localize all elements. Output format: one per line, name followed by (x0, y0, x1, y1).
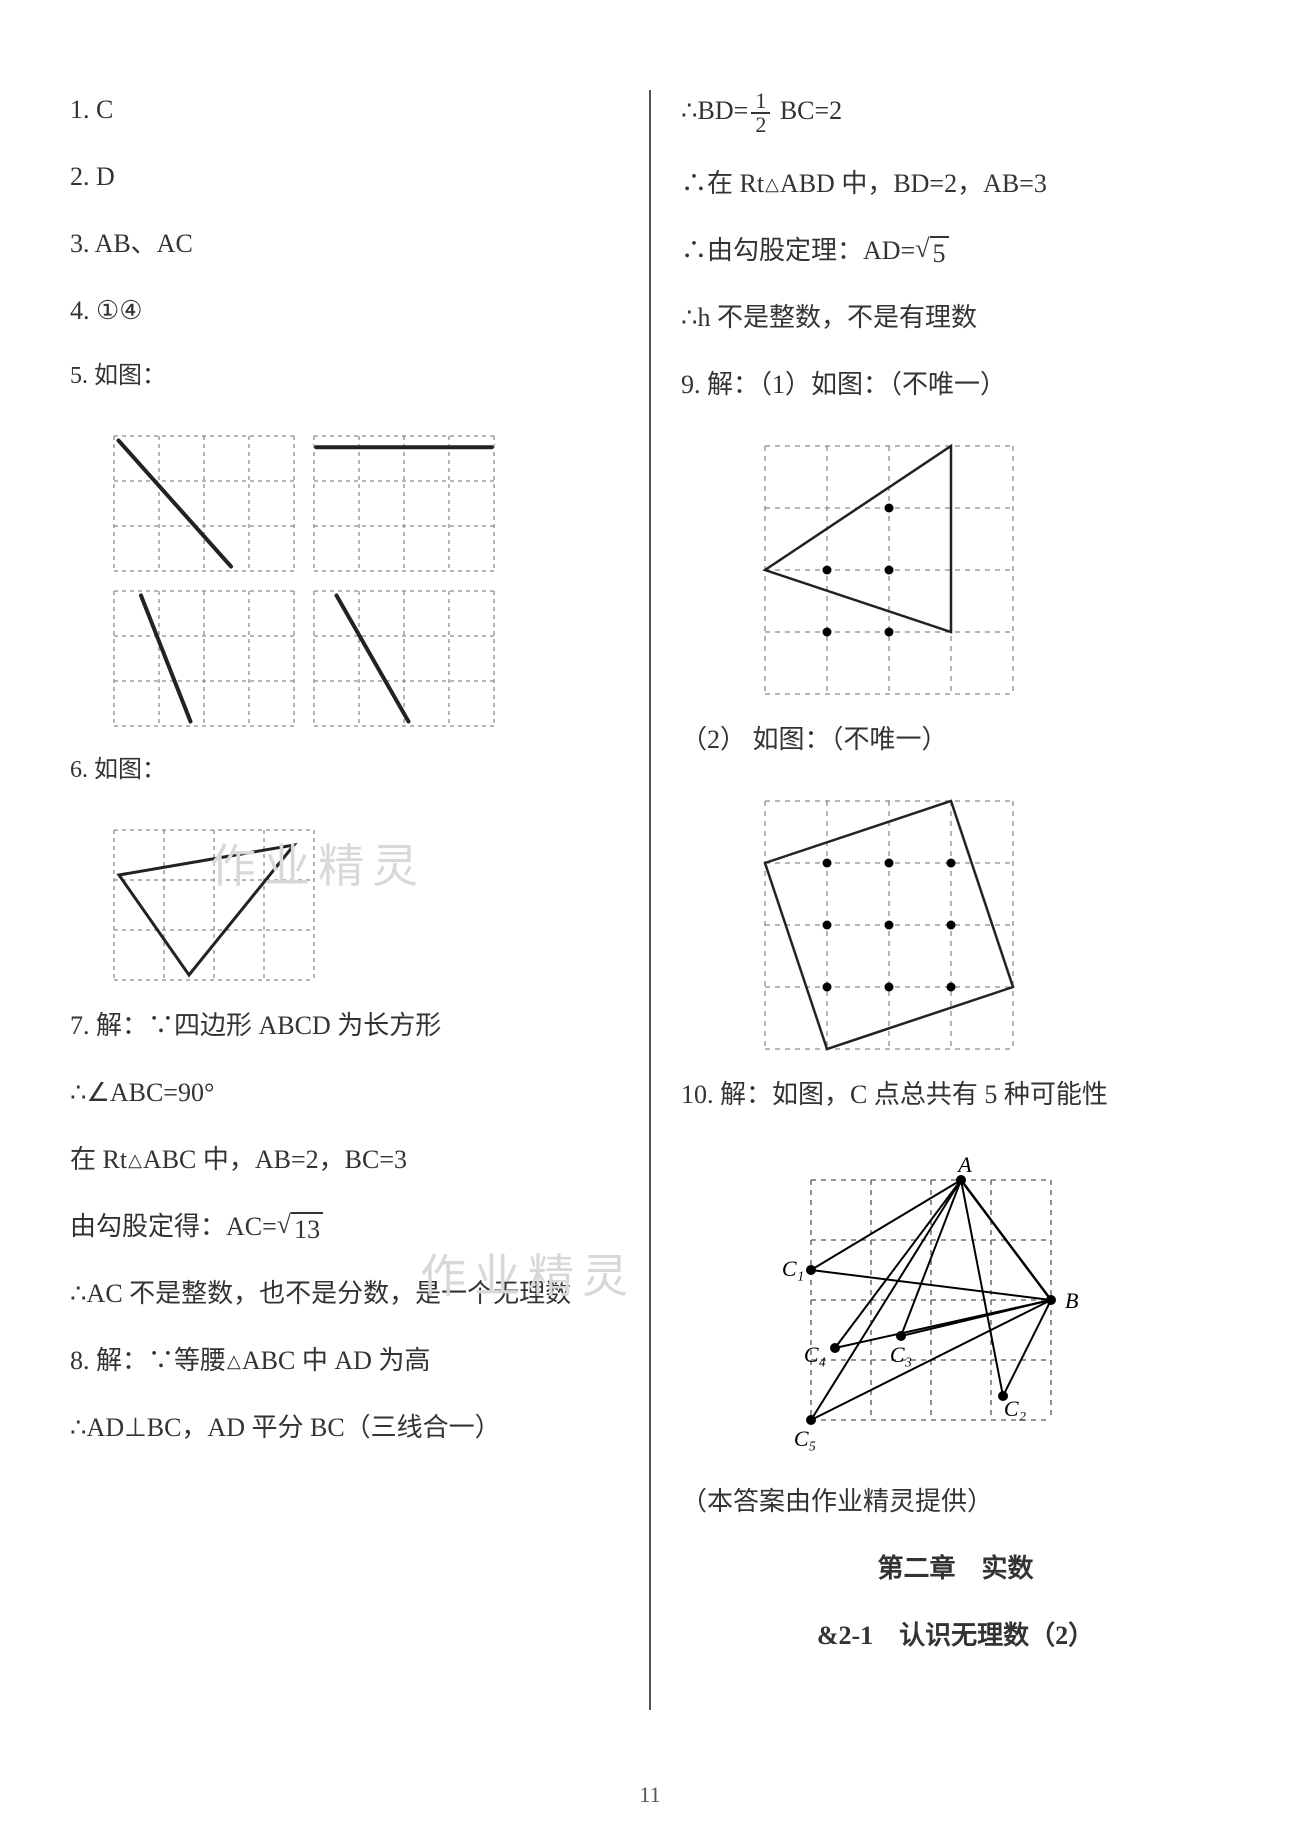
answer-2: 2. D (70, 157, 619, 196)
figure-9b (761, 797, 1230, 1055)
svg-text:C₂: C₂ (1004, 1396, 1027, 1421)
credit-line: （本答案由作业精灵提供） (681, 1482, 1230, 1521)
answer-7-line3: 在 Rt△ABC 中，AB=2，BC=3 (70, 1140, 619, 1179)
fraction: 12 (751, 90, 770, 136)
svg-text:A: A (956, 1152, 972, 1177)
svg-text:C₁: C₁ (782, 1256, 804, 1281)
answer-9a-label: 9. 解：（1）如图：（不唯一） (681, 365, 1230, 404)
text-fragment: ∴由勾股定理：AD= (681, 236, 915, 265)
figure-5 (110, 432, 619, 732)
answer-1: 1. C (70, 90, 619, 129)
radical-icon: √ (277, 1212, 291, 1245)
section-title: &2-1 认识无理数（2） (681, 1616, 1230, 1655)
triangle-icon: △ (227, 1351, 241, 1371)
sqrt-expression: √13 (277, 1212, 323, 1245)
text-fragment: 在 Rt (70, 1145, 127, 1174)
text-fragment: ∴在 Rt (681, 169, 764, 198)
answer-6-label: 6. 如图： (70, 752, 619, 788)
answer-7-line4: 由勾股定得：AC=√13 (70, 1207, 619, 1246)
text-fragment: ABC 中，AB=2，BC=3 (143, 1145, 407, 1174)
sqrt-expression: √5 (915, 236, 948, 269)
page-number: 11 (0, 1782, 1300, 1808)
text-fragment: ∴BD= (681, 96, 748, 125)
right-column: ∴BD=12 BC=2 ∴在 Rt△ABD 中，BD=2，AB=3 ∴由勾股定理… (651, 90, 1230, 1788)
fraction-num: 1 (751, 90, 770, 114)
right-line3: ∴由勾股定理：AD=√5 (681, 231, 1230, 270)
text-fragment: ABD 中，BD=2，AB=3 (780, 169, 1047, 198)
triangle-icon: △ (765, 174, 779, 194)
right-line4: ∴h 不是整数，不是有理数 (681, 298, 1230, 337)
right-line1: ∴BD=12 BC=2 (681, 90, 1230, 136)
answer-5-label: 5. 如图： (70, 358, 619, 394)
answer-8-line1: 8. 解：∵等腰△ABC 中 AD 为高 (70, 1341, 619, 1380)
text-fragment: ABC 中 AD 为高 (242, 1346, 431, 1375)
page-container: 1. C 2. D 3. AB、AC 4. ①④ 5. 如图： 6. 如图： 7… (0, 0, 1300, 1838)
text-fragment: BC=2 (773, 96, 842, 125)
chapter-title: 第二章 实数 (681, 1549, 1230, 1588)
text-fragment: 8. 解：∵等腰 (70, 1346, 226, 1375)
sqrt-arg: 13 (291, 1212, 323, 1245)
answer-7-line5: ∴AC 不是整数，也不是分数，是一个无理数 (70, 1274, 619, 1313)
answer-7-line2: ∴∠ABC=90° (70, 1073, 619, 1112)
answer-10-label: 10. 解：如图，C 点总共有 5 种可能性 (681, 1075, 1230, 1114)
figure-10: A B C₁ C₂ C₃ C₄ C₅ (781, 1152, 1230, 1452)
answer-4: 4. ①④ (70, 291, 619, 330)
radical-icon: √ (915, 236, 929, 269)
fraction-den: 2 (751, 114, 770, 136)
answer-7-line1: 7. 解：∵四边形 ABCD 为长方形 (70, 1006, 619, 1045)
answer-8-line2: ∴AD⊥BC，AD 平分 BC（三线合一） (70, 1408, 619, 1447)
figure-6 (110, 826, 619, 986)
svg-text:C₃: C₃ (890, 1342, 912, 1367)
answer-3: 3. AB、AC (70, 224, 619, 263)
answer-9b-label: （2） 如图：（不唯一） (681, 720, 1230, 759)
left-column: 1. C 2. D 3. AB、AC 4. ①④ 5. 如图： 6. 如图： 7… (70, 90, 649, 1788)
triangle-icon: △ (128, 1150, 142, 1170)
svg-text:C₄: C₄ (804, 1342, 826, 1367)
svg-text:B: B (1065, 1288, 1078, 1313)
text-fragment: 由勾股定得：AC= (70, 1212, 277, 1241)
svg-text:C₅: C₅ (794, 1426, 816, 1451)
right-line2: ∴在 Rt△ABD 中，BD=2，AB=3 (681, 164, 1230, 203)
figure-9a (761, 442, 1230, 700)
sqrt-arg: 5 (930, 236, 949, 269)
